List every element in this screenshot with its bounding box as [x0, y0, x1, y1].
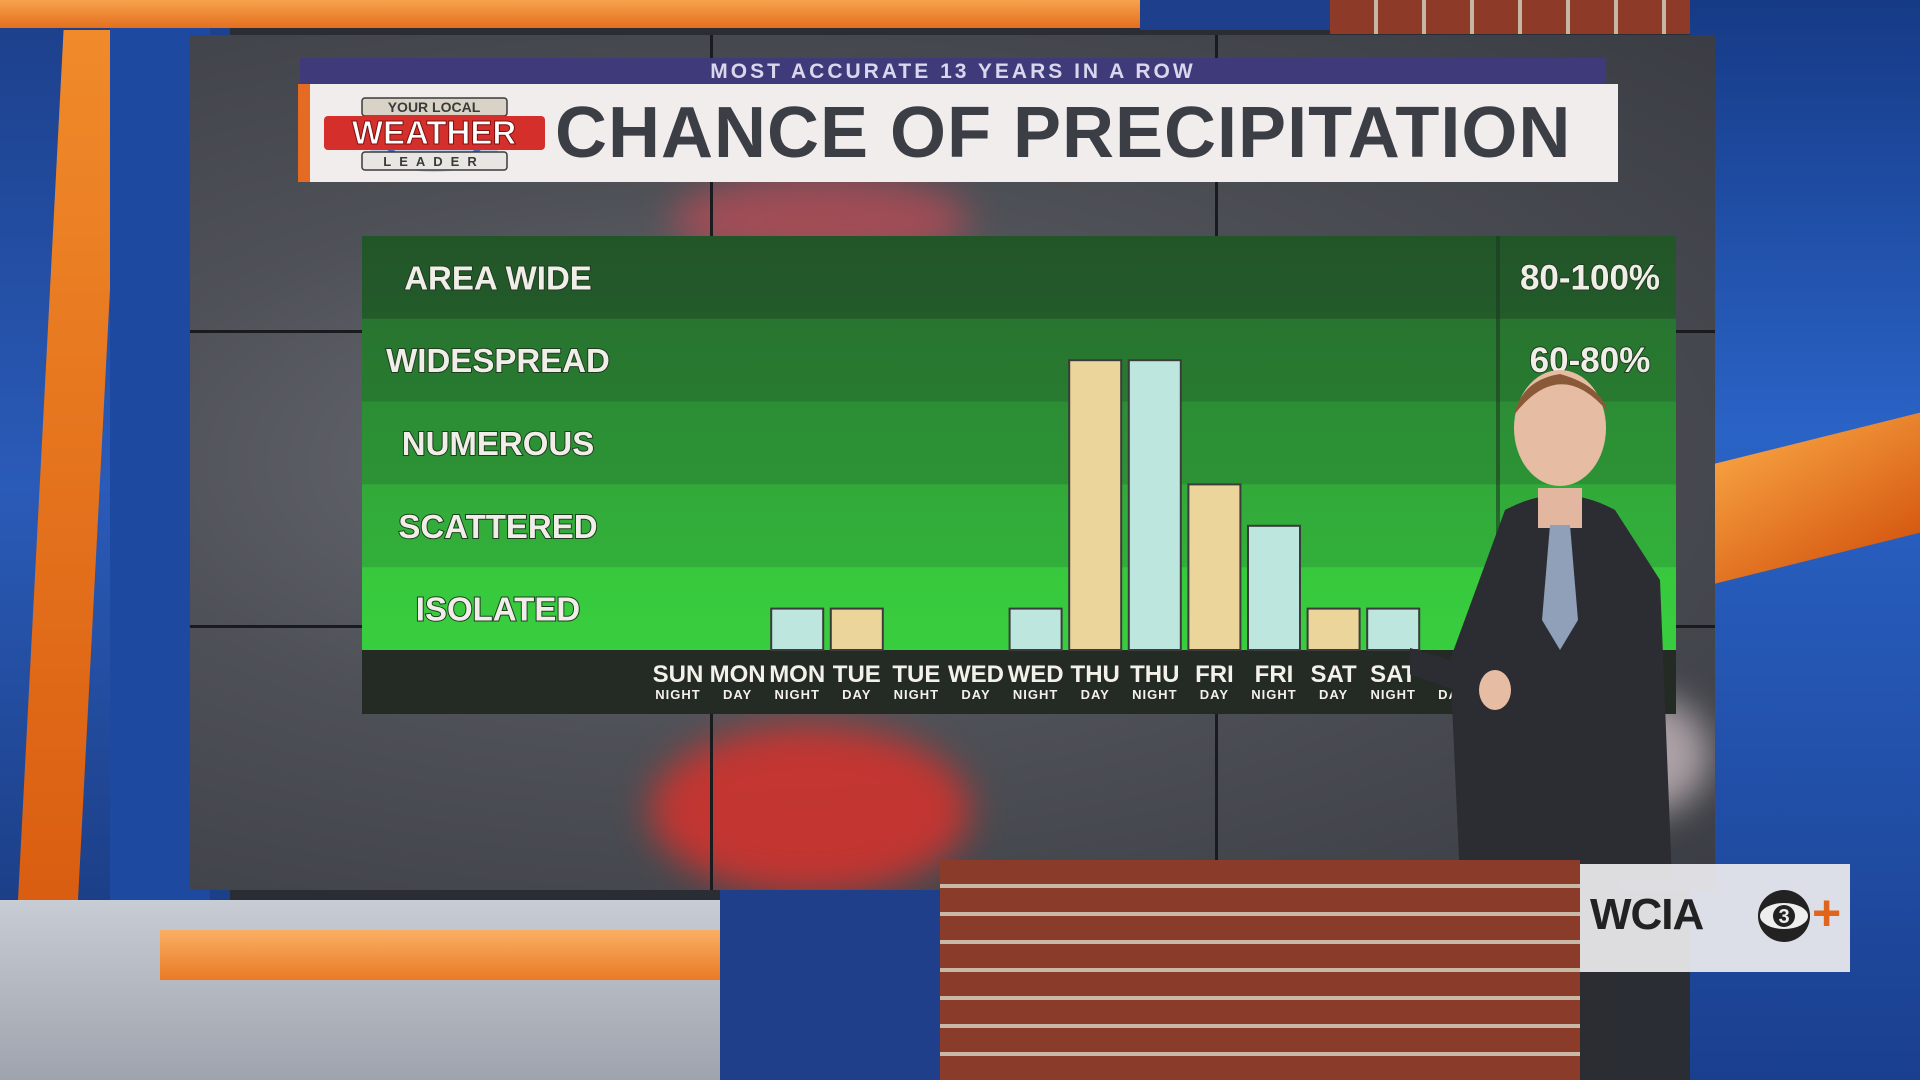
- x-tick-part: NIGHT: [655, 687, 700, 702]
- x-tick-day: SUN: [653, 661, 704, 688]
- radar-blob: [650, 725, 970, 890]
- range-label: 80-100%: [1520, 258, 1660, 297]
- x-tick-day: TUE: [833, 661, 881, 688]
- x-tick-part: NIGHT: [1013, 687, 1058, 702]
- x-tick-part: DAY: [842, 687, 871, 702]
- weather-leader-logo: YOUR LOCAL WEATHER LEADER: [324, 97, 545, 172]
- x-tick-day: MON: [769, 661, 825, 688]
- category-label: NUMEROUS: [402, 425, 595, 462]
- tagline-text: MOST ACCURATE 13 YEARS IN A ROW: [710, 60, 1196, 83]
- brick-wall-bottom: [940, 860, 1580, 1080]
- cbs-eye-icon: 3: [1758, 890, 1810, 942]
- x-tick-day: WED: [1008, 661, 1064, 688]
- category-label: WIDESPREAD: [386, 342, 610, 379]
- logo-line2: WEATHER: [352, 114, 517, 151]
- station-call-letters: WCIA: [1590, 890, 1704, 939]
- x-axis-labels: SUNNIGHTMONDAYMONNIGHTTUEDAYTUENIGHTWEDD…: [653, 661, 1478, 702]
- bar-series: [770, 359, 1421, 652]
- desk-orange-light: [160, 930, 760, 980]
- bar: [1306, 607, 1361, 652]
- bar: [1247, 524, 1301, 651]
- range-divider: [1496, 236, 1500, 650]
- x-tick-part: NIGHT: [774, 687, 819, 702]
- graphic-title: CHANCE OF PRECIPITATION: [555, 93, 1572, 173]
- category-label: ISOLATED: [416, 591, 580, 628]
- x-tick-day: WED: [948, 661, 1004, 688]
- category-band: [362, 401, 1676, 485]
- tagline-strap: MOST ACCURATE 13 YEARS IN A ROW: [300, 58, 1606, 86]
- x-tick-day: SAT: [1310, 661, 1357, 688]
- brick-wall-top: [1330, 0, 1690, 34]
- bar: [1008, 607, 1063, 652]
- category-labels: AREA WIDE WIDESPREAD NUMEROUS SCATTERED ISOL…: [385, 258, 611, 628]
- desk-blue-panel: [720, 890, 960, 1080]
- set-orange-stripe-top: [0, 0, 1140, 28]
- x-tick-part: NIGHT: [1370, 687, 1415, 702]
- studio-desk: [0, 900, 780, 1080]
- x-tick-day: THU: [1130, 661, 1179, 688]
- x-tick-part: DAY: [1319, 687, 1348, 702]
- station-channel: 3: [1778, 906, 1789, 928]
- category-band: [362, 318, 1676, 402]
- bar: [1187, 483, 1242, 651]
- station-bug: WCIA 3 +: [1580, 864, 1850, 972]
- category-bands: [362, 236, 1676, 650]
- x-tick-part: DAY: [961, 687, 990, 702]
- bar: [1127, 359, 1182, 651]
- x-tick-day: MON: [710, 661, 766, 688]
- bar: [1366, 607, 1421, 652]
- x-tick-day: FRI: [1255, 661, 1294, 688]
- x-tick-part: NIGHT: [1251, 687, 1296, 702]
- set-blue-stripe-top: [1140, 0, 1340, 30]
- bar: [829, 607, 884, 652]
- logo-line1: YOUR LOCAL: [388, 99, 481, 115]
- category-label: SCATTERED: [398, 508, 597, 545]
- x-tick-part: DAY: [723, 687, 752, 702]
- x-tick-day: SAT: [1370, 661, 1417, 688]
- x-tick-part: DAY: [1200, 687, 1229, 702]
- logo-line3: LEADER: [383, 154, 484, 169]
- bar: [1068, 359, 1123, 651]
- x-tick-part: NIGHT: [894, 687, 939, 702]
- category-band: [362, 484, 1676, 568]
- category-label: AREA WIDE: [404, 259, 592, 296]
- x-tick-part: DAY: [1081, 687, 1110, 702]
- category-band: [362, 236, 1676, 319]
- x-tick-day: THU: [1071, 661, 1120, 688]
- x-tick-part: NIGHT: [1132, 687, 1177, 702]
- bar: [770, 607, 825, 652]
- station-plus: +: [1812, 885, 1842, 941]
- x-tick-day: TUE: [892, 661, 940, 688]
- x-tick-day: FRI: [1195, 661, 1234, 688]
